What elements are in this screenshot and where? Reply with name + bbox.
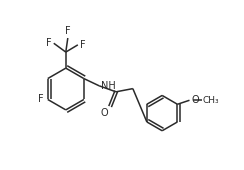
Text: F: F — [80, 40, 85, 50]
Text: F: F — [38, 95, 44, 104]
Text: F: F — [65, 26, 71, 36]
Text: CH₃: CH₃ — [203, 96, 219, 105]
Text: F: F — [46, 38, 52, 48]
Text: O: O — [100, 108, 108, 118]
Text: NH: NH — [101, 81, 116, 91]
Text: O: O — [191, 95, 199, 105]
